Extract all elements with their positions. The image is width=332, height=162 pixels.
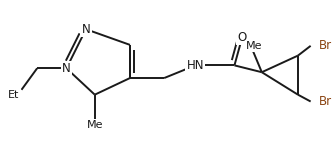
Text: Me: Me <box>87 120 104 130</box>
Text: N: N <box>82 23 90 36</box>
Text: Et: Et <box>8 90 20 100</box>
Text: Br: Br <box>318 39 332 52</box>
Text: O: O <box>238 31 247 44</box>
Text: Br: Br <box>318 95 332 108</box>
Text: Me: Me <box>246 41 262 51</box>
Text: HN: HN <box>187 59 204 72</box>
Text: N: N <box>62 62 71 75</box>
